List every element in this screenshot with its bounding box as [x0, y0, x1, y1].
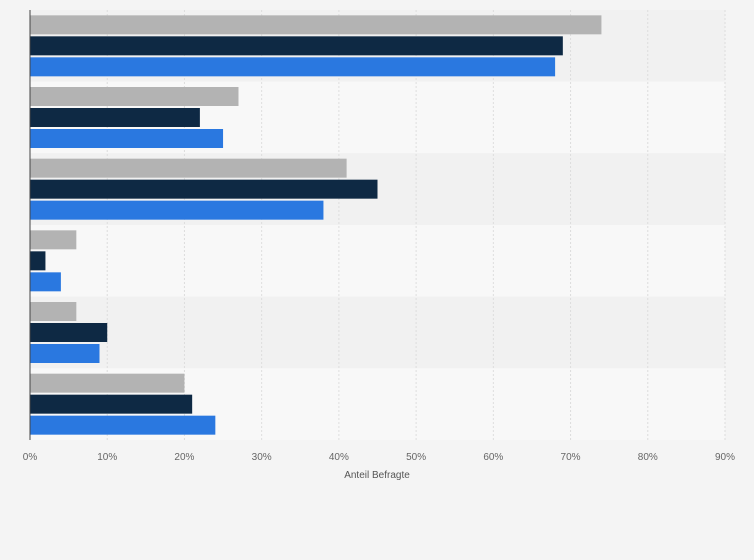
bar[interactable] [30, 36, 563, 56]
bar[interactable] [30, 230, 77, 250]
bar[interactable] [30, 108, 200, 127]
bar[interactable] [30, 272, 61, 292]
bar[interactable] [30, 87, 239, 106]
category-band [30, 296, 725, 369]
x-tick-label: 10% [97, 452, 117, 463]
category-bands [30, 10, 725, 440]
x-tick-label: 40% [329, 452, 349, 463]
bar[interactable] [30, 415, 216, 435]
x-tick-label: 80% [638, 452, 658, 463]
bar[interactable] [30, 129, 224, 148]
x-tick-label: 90% [715, 452, 735, 463]
bar[interactable] [30, 158, 347, 178]
category-band [30, 225, 725, 297]
x-tick-label: 50% [406, 452, 426, 463]
bar[interactable] [30, 200, 324, 220]
bars [30, 15, 602, 435]
bar[interactable] [30, 179, 378, 199]
x-tick-label: 30% [252, 452, 272, 463]
x-tick-label: 60% [483, 452, 503, 463]
x-tick-label: 20% [174, 452, 194, 463]
x-tick-label: 70% [561, 452, 581, 463]
bar[interactable] [30, 394, 193, 414]
bar[interactable] [30, 344, 100, 363]
x-tick-labels: 0% 10% 20% 30% 40% 50% 60% 70% 80% 90% [23, 452, 735, 463]
x-axis-title: Anteil Befragte [344, 470, 410, 481]
bar[interactable] [30, 373, 185, 393]
bar[interactable] [30, 302, 77, 321]
bar[interactable] [30, 251, 46, 271]
bar[interactable] [30, 15, 602, 35]
bar[interactable] [30, 323, 108, 342]
x-tick-label: 0% [23, 452, 38, 463]
bar[interactable] [30, 57, 556, 77]
